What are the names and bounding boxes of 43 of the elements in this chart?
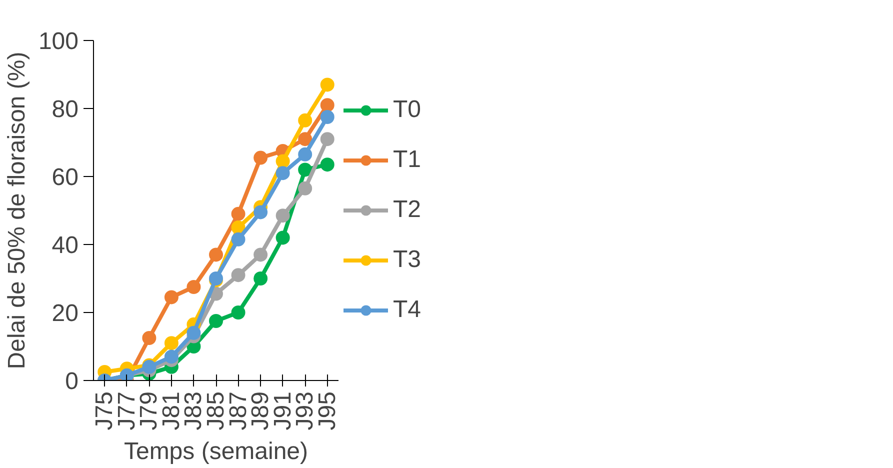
point [254,150,268,165]
point [254,272,268,286]
point [298,147,312,162]
point [298,181,312,196]
point [209,248,223,262]
point [231,306,246,320]
point [298,132,312,146]
point [254,205,268,220]
point [254,248,268,262]
legend-label: T1 [393,146,422,174]
point [209,314,223,328]
point [164,290,178,304]
x-axis-title: Temps (semaine) [124,438,308,466]
point [276,166,290,180]
point [298,113,312,128]
point [298,162,312,177]
y-tick-label: 40 [52,232,79,259]
point [231,206,246,221]
point [320,110,334,124]
point [142,331,156,345]
legend-label: T4 [393,296,422,324]
point [164,350,178,364]
point [320,132,334,146]
point [276,154,290,168]
point [320,98,334,112]
y-axis-title: Delai de 50% de floraison (%) [3,52,30,370]
point [276,230,290,245]
legend-label: T2 [393,196,422,224]
legend-label: T0 [393,96,422,124]
y-tick-label: 80 [52,96,79,123]
y-tick-label: 20 [52,300,79,327]
y-tick-label: 60 [52,164,79,191]
point [231,268,246,282]
point [320,158,334,172]
y-tick-label: 100 [38,28,79,55]
point [186,280,201,294]
point [186,326,201,340]
y-tick-label: 0 [65,368,79,395]
point [276,208,290,223]
legend-label: T3 [393,246,422,274]
point [231,232,246,246]
point [164,336,178,350]
point [320,78,334,92]
